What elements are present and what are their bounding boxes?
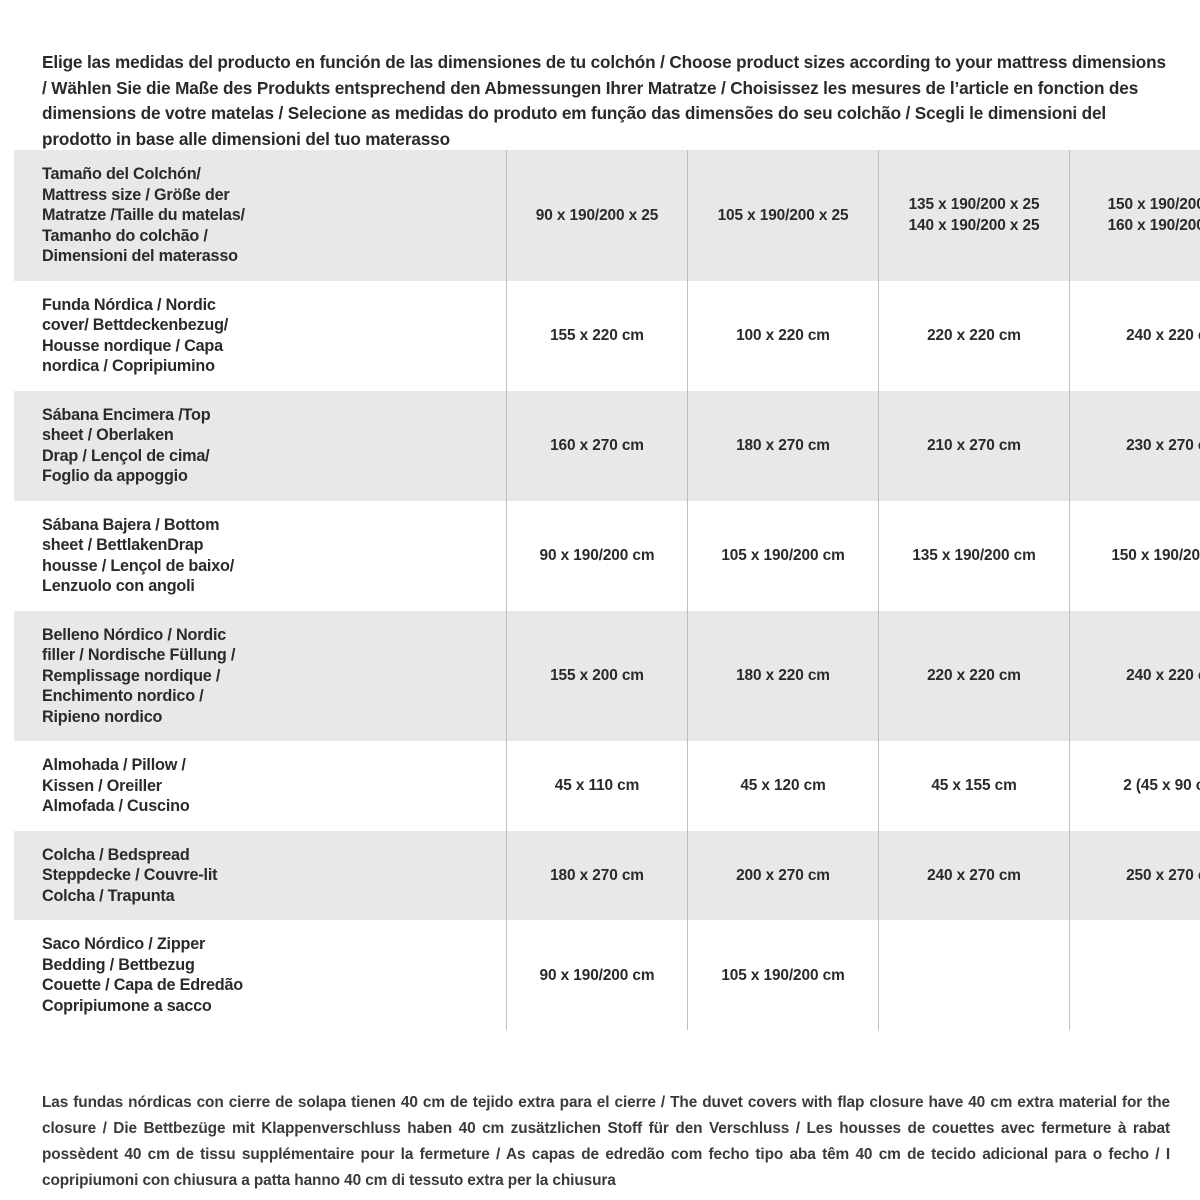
- value-cell: 230 x 270 cm: [1069, 390, 1200, 501]
- value-cell: 240 x 220 cm: [1069, 610, 1200, 741]
- value-cell: 105 x 190/200 cm: [687, 500, 879, 611]
- table-row: Saco Nórdico / Zipper Bedding / Bettbezug…: [14, 920, 1200, 1030]
- text-line: Funda Nórdica / Nordic: [42, 295, 216, 314]
- text-line: Enchimento nordico /: [42, 687, 204, 705]
- value-cell: 150 x 190/200 cm: [1069, 500, 1200, 611]
- value-cell: 155 x 220 cm: [506, 280, 688, 391]
- row-label-cell: Belleno Nórdico / Nordic filler / Nordisc…: [14, 610, 507, 741]
- table-header-row: Tamaño del Colchón/Mattress size / Größe…: [14, 150, 1200, 281]
- text-line: Sábana Encimera /Top: [42, 405, 211, 424]
- text-line: Tamanho do colchão /: [42, 226, 208, 245]
- text-line: Ripieno nordico: [42, 707, 163, 726]
- footnote-paragraph: Las fundas nórdicas con cierre de solapa…: [42, 1094, 1170, 1190]
- value-cell: 90 x 190/200 cm: [506, 920, 688, 1030]
- text-line: Saco Nórdico / Zipper: [42, 935, 206, 953]
- text-line: Dimensioni del materasso: [42, 247, 238, 265]
- text-line: Housse nordique / Capa: [42, 336, 223, 355]
- text-line: Mattress size / Größe der: [42, 185, 230, 204]
- text-line: cover/ Bettdeckenbezug/: [42, 316, 229, 334]
- text-line: Drap / Lençol de cima/: [42, 446, 210, 465]
- table-row: Sábana Bajera / Bottom sheet / BettlakenD…: [14, 500, 1200, 611]
- text-line: Lenzuolo con angoli: [42, 577, 195, 595]
- text-line: Copripiumone a sacco: [42, 996, 212, 1015]
- text-line: Couette / Capa de Edredão: [42, 976, 243, 994]
- text-line: Foglio da appoggio: [42, 467, 188, 485]
- value-cell: 180 x 220 cm: [687, 610, 879, 741]
- value-cell: 105 x 190/200 cm: [687, 920, 879, 1030]
- table-row: Sábana Encimera /Top sheet / Oberlaken Dra…: [14, 390, 1200, 501]
- value-cell: 240 x 270 cm: [878, 830, 1070, 920]
- header-label-cell: Tamaño del Colchón/Mattress size / Größe…: [14, 150, 507, 281]
- intro-paragraph: Elige las medidas del producto en funció…: [42, 52, 1166, 149]
- text-line: filler / Nordische Füllung /: [42, 646, 236, 664]
- value-cell: 45 x 155 cm: [878, 741, 1070, 831]
- text-line: Steppdecke / Couvre-lit: [42, 866, 218, 884]
- value-cell: 160 x 270 cm: [506, 390, 688, 501]
- text-line: Tamaño del Colchón/: [42, 165, 201, 183]
- row-label-cell: Funda Nórdica / Nordic cover/ Bettdeckenb…: [14, 280, 507, 391]
- header-column-1: 90 x 190/200 x 25: [506, 150, 688, 281]
- value-cell: 220 x 220 cm: [878, 610, 1070, 741]
- text-line: sheet / BettlakenDrap: [42, 536, 204, 554]
- value-cell: [878, 920, 1070, 1030]
- text-line: Matratze /Taille du matelas/: [42, 206, 245, 224]
- text-line: Almofada / Cuscino: [42, 797, 190, 815]
- value-cell: 220 x 220 cm: [878, 280, 1070, 391]
- text-line: housse / Lençol de baixo/: [42, 556, 234, 575]
- value-cell: 45 x 110 cm: [506, 741, 688, 831]
- text-line: 160 x 190/200 x 25: [1107, 217, 1200, 235]
- table-body: Tamaño del Colchón/Mattress size / Größe…: [14, 150, 1200, 1030]
- table-row: Belleno Nórdico / Nordic filler / Nordisc…: [14, 610, 1200, 741]
- text-line: sheet / Oberlaken: [42, 426, 174, 444]
- text-line: Bedding / Bettbezug: [42, 955, 195, 974]
- value-cell: 240 x 220 cm: [1069, 280, 1200, 391]
- text-line: 150 x 190/200 x 25: [1107, 195, 1200, 213]
- text-line: 105 x 190/200 x 25: [717, 206, 849, 224]
- text-line: Almohada / Pillow /: [42, 756, 186, 774]
- value-cell: 135 x 190/200 cm: [878, 500, 1070, 611]
- row-label-cell: Saco Nórdico / Zipper Bedding / Bettbezug…: [14, 920, 507, 1030]
- value-cell: [1069, 920, 1200, 1030]
- value-cell: 90 x 190/200 cm: [506, 500, 688, 611]
- row-label-cell: Colcha / Bedspread Steppdecke / Couvre-li…: [14, 830, 507, 920]
- value-cell: 250 x 270 cm: [1069, 830, 1200, 920]
- value-cell: 2 (45 x 90 cm): [1069, 741, 1200, 831]
- value-cell: 200 x 270 cm: [687, 830, 879, 920]
- value-cell: 45 x 120 cm: [687, 741, 879, 831]
- text-line: Colcha / Bedspread: [42, 845, 190, 864]
- header-column-3: 135 x 190/200 x 25 140 x 190/200 x 25: [878, 150, 1070, 281]
- value-cell: 180 x 270 cm: [506, 830, 688, 920]
- text-line: 135 x 190/200 x 25: [908, 195, 1040, 213]
- header-column-4: 150 x 190/200 x 25 160 x 190/200 x 25: [1069, 150, 1200, 281]
- table-row: Almohada / Pillow / Kissen / Oreiller Almo…: [14, 741, 1200, 831]
- text-line: Sábana Bajera / Bottom: [42, 515, 220, 534]
- table-row: Colcha / Bedspread Steppdecke / Couvre-li…: [14, 830, 1200, 920]
- text-line: Remplissage nordique /: [42, 666, 221, 685]
- value-cell: 210 x 270 cm: [878, 390, 1070, 501]
- header-column-2: 105 x 190/200 x 25: [687, 150, 879, 281]
- value-cell: 180 x 270 cm: [687, 390, 879, 501]
- text-line: 140 x 190/200 x 25: [908, 217, 1040, 235]
- row-label-cell: Sábana Encimera /Top sheet / Oberlaken Dra…: [14, 390, 507, 501]
- text-line: 90 x 190/200 x 25: [535, 206, 659, 224]
- text-line: Belleno Nórdico / Nordic: [42, 625, 227, 644]
- table-row: Funda Nórdica / Nordic cover/ Bettdeckenb…: [14, 280, 1200, 391]
- mattress-size-table: Tamaño del Colchón/Mattress size / Größe…: [14, 150, 1200, 1030]
- text-line: nordica / Copripiumino: [42, 357, 215, 375]
- value-cell: 155 x 200 cm: [506, 610, 688, 741]
- value-cell: 100 x 220 cm: [687, 280, 879, 391]
- row-label-cell: Almohada / Pillow / Kissen / Oreiller Almo…: [14, 741, 507, 831]
- text-line: Colcha / Trapunta: [42, 886, 175, 905]
- row-label-cell: Sábana Bajera / Bottom sheet / BettlakenD…: [14, 500, 507, 611]
- text-line: Kissen / Oreiller: [42, 776, 162, 795]
